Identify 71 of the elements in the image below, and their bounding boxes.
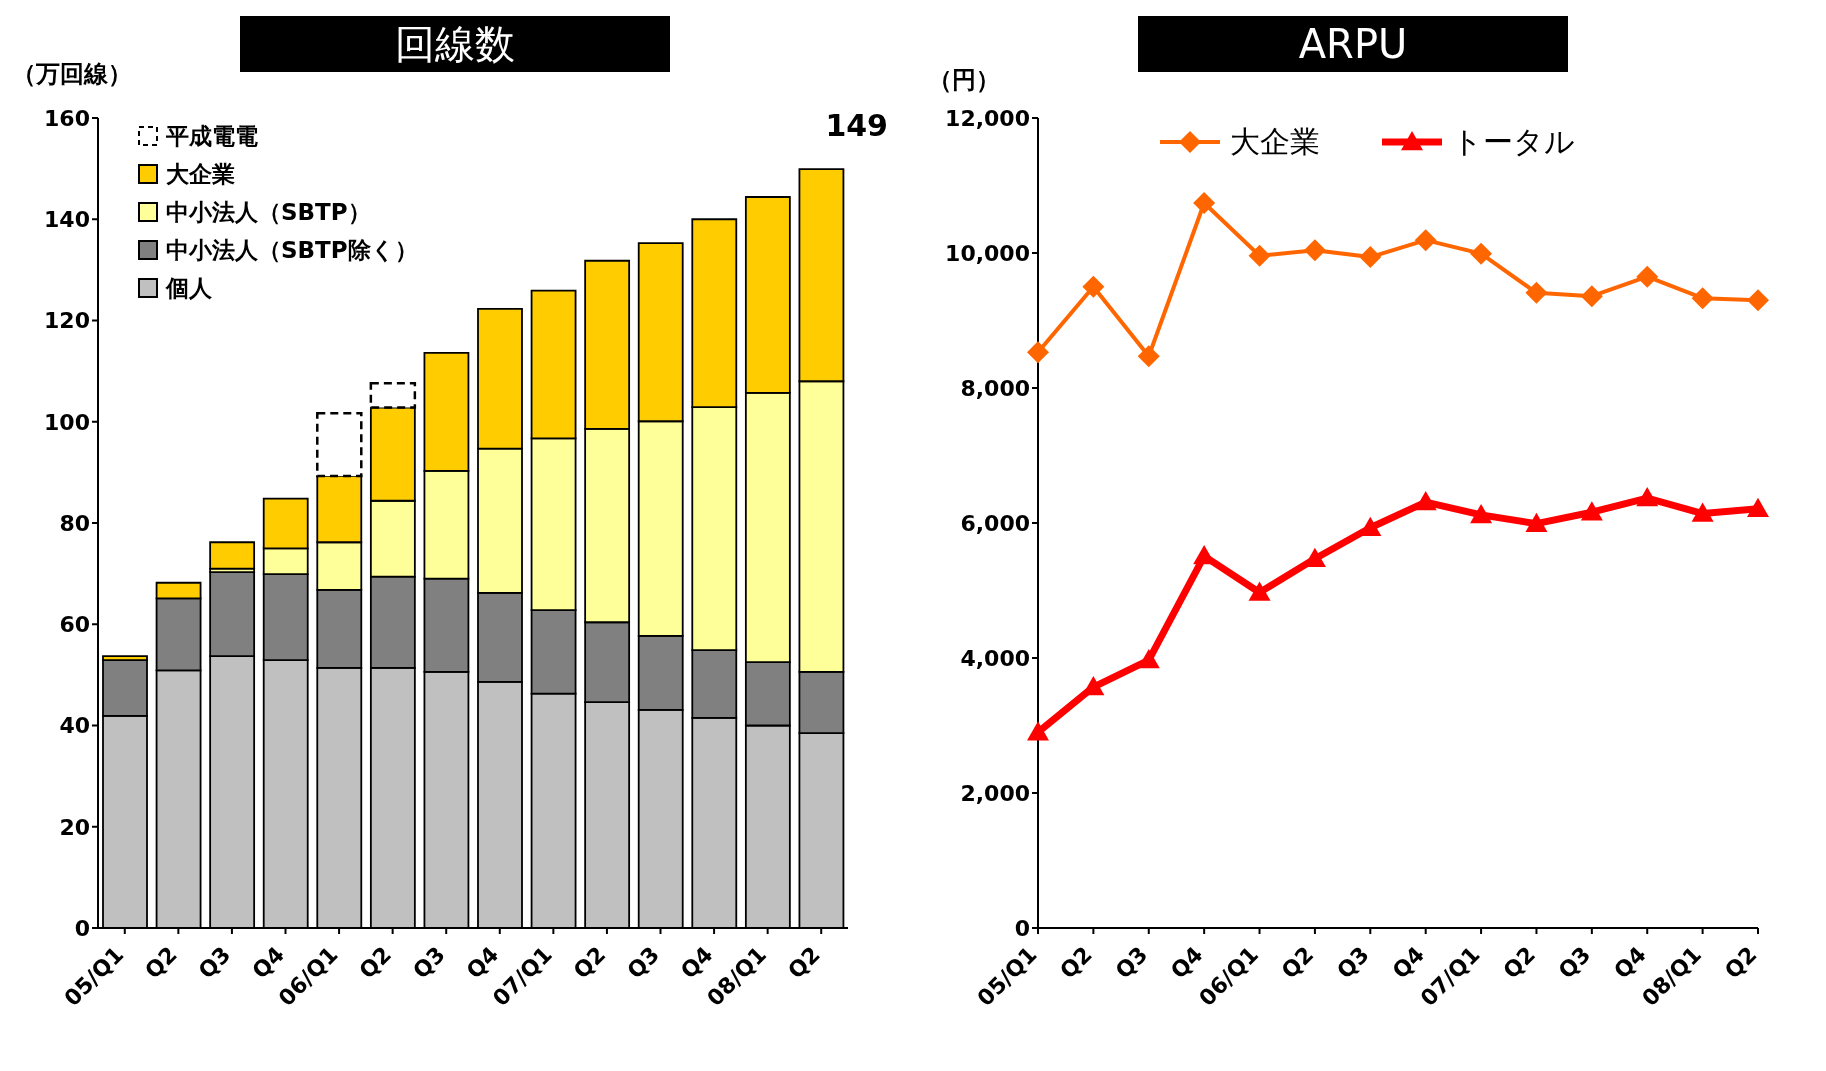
x-tick-label: Q2 (783, 941, 825, 984)
point (1027, 721, 1049, 741)
x-tick-label: Q3 (1110, 941, 1153, 984)
point (1248, 244, 1271, 267)
point (1193, 192, 1216, 215)
point (1470, 242, 1493, 265)
point (1636, 487, 1659, 507)
point (1747, 497, 1769, 518)
y-tick-label: 6,000 (960, 510, 1030, 536)
x-tick-label: Q3 (1332, 941, 1374, 984)
annotation: 149 (825, 108, 888, 143)
point (1470, 503, 1493, 524)
x-tick-label: Q4 (1609, 941, 1651, 984)
point (1137, 649, 1160, 669)
x-tick-label: Q3 (408, 941, 450, 984)
x-tick-label: Q3 (193, 941, 236, 984)
y-tick-label: 100 (44, 409, 90, 435)
legend-label: 中小法人（SBTP除く） (166, 235, 418, 265)
y-tick-label: 10,000 (945, 240, 1030, 266)
point (1082, 275, 1105, 298)
point (1747, 289, 1769, 312)
y-tick-label: 120 (44, 308, 90, 334)
point (1691, 287, 1714, 310)
point (1414, 229, 1437, 252)
point (1137, 345, 1160, 368)
y-tick-label: 140 (44, 207, 90, 233)
y-axis-title: （万回線） (12, 59, 132, 90)
y-tick-label: 0 (1014, 915, 1030, 941)
x-tick-label: Q3 (622, 941, 665, 984)
legend-label: 平成電電 (166, 121, 258, 151)
chart-title: 回線数 (240, 16, 670, 72)
chart-title: ARPU (1138, 16, 1568, 72)
legend-label: 大企業 (166, 159, 235, 189)
x-tick-label: Q2 (1498, 941, 1540, 984)
point (1359, 246, 1382, 269)
y-tick-label: 20 (59, 814, 90, 840)
legend-label: 大企業 (1230, 122, 1320, 161)
legend-label: トータル (1452, 122, 1575, 161)
y-tick-label: 0 (74, 915, 90, 941)
point (1691, 502, 1714, 522)
x-tick-label: Q2 (1276, 941, 1319, 984)
legend-label: 個人 (166, 273, 212, 303)
x-tick-label: Q2 (354, 941, 397, 984)
x-tick-label: Q2 (140, 941, 182, 984)
x-tick-label: Q2 (1719, 941, 1762, 984)
point (1248, 581, 1271, 601)
x-tick-label: Q3 (1553, 941, 1596, 984)
point (1636, 265, 1659, 288)
y-tick-label: 160 (44, 105, 90, 131)
x-tick-label: Q2 (568, 941, 611, 984)
bar (209, 541, 256, 570)
point (1580, 285, 1603, 308)
point (1303, 239, 1326, 262)
y-tick-label: 2,000 (960, 780, 1030, 806)
y-tick-label: 60 (59, 612, 90, 638)
x-tick-label: Q4 (1387, 941, 1430, 984)
y-tick-label: 80 (59, 510, 90, 536)
point (1414, 491, 1437, 511)
x-tick-label: Q4 (1165, 941, 1208, 984)
point (1525, 512, 1548, 532)
y-axis-title: （円） (928, 65, 1000, 96)
point (1359, 516, 1382, 536)
y-tick-label: 40 (59, 713, 90, 739)
point (1525, 281, 1548, 304)
point (1027, 341, 1049, 364)
y-tick-label: 4,000 (960, 645, 1030, 671)
y-tick-label: 8,000 (960, 375, 1030, 401)
y-tick-label: 12,000 (945, 105, 1030, 131)
legend-label: 中小法人（SBTP） (166, 197, 371, 227)
x-tick-label: Q2 (1055, 941, 1097, 984)
point (1580, 501, 1603, 521)
